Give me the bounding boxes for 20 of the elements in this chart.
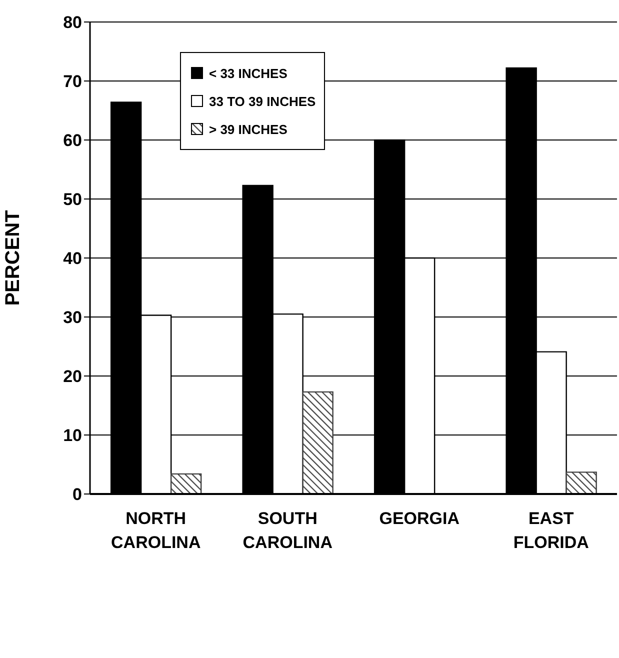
x-tick-label: EAST FLORIDA: [513, 509, 589, 552]
y-tick-label: 60: [63, 131, 82, 150]
y-tick-label: 80: [63, 13, 82, 32]
x-tick-label: GEORGIA: [379, 509, 460, 528]
y-tick-label: 50: [63, 190, 82, 210]
y-axis-title: PERCENT: [2, 210, 24, 306]
y-tick-label: 40: [63, 249, 82, 268]
legend-label: > 39 INCHES: [209, 122, 288, 136]
bar: [170, 473, 202, 494]
y-tick-label: 30: [63, 308, 82, 328]
legend-label: 33 TO 39 INCHES: [209, 94, 316, 108]
x-tick-label: NORTH CAROLINA: [111, 509, 201, 552]
y-tick-label: 20: [63, 367, 82, 386]
bar: [566, 472, 597, 494]
y-tick-label: 0: [72, 485, 82, 504]
y-tick-label: 70: [63, 72, 82, 92]
x-tick-label: SOUTH CAROLINA: [242, 509, 332, 552]
legend-label: < 33 INCHES: [209, 66, 288, 80]
y-tick-label: 10: [63, 426, 82, 446]
bar: [302, 391, 334, 494]
